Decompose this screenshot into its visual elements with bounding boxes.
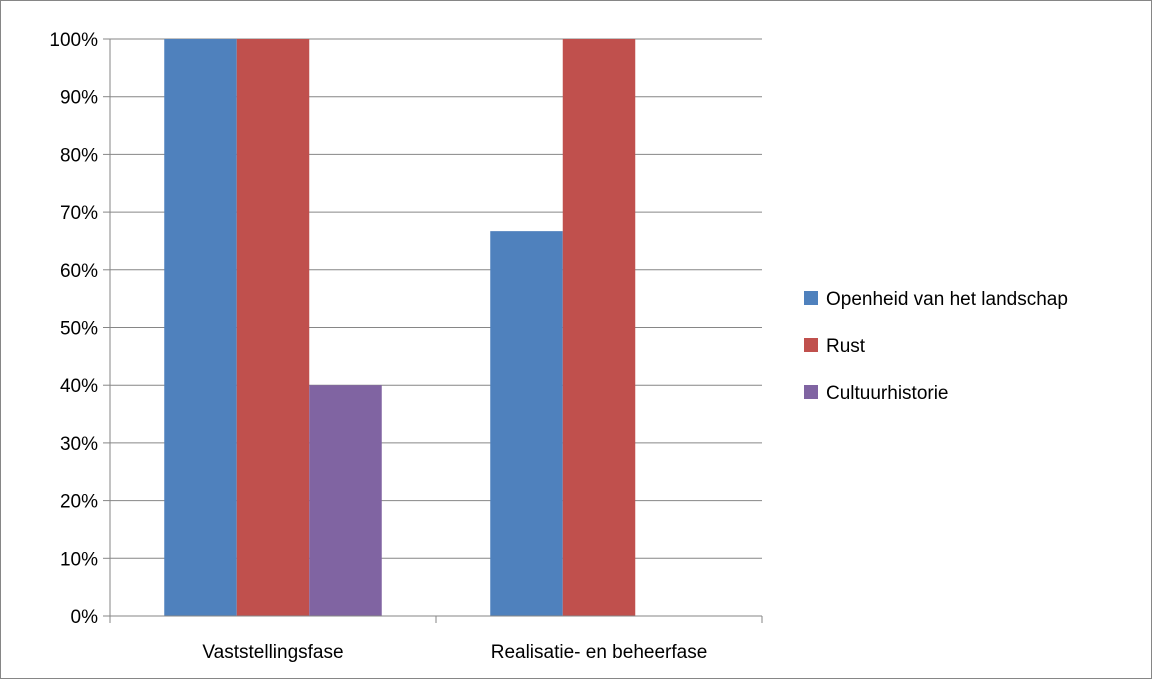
y-tick-label: 90% (60, 88, 98, 109)
bar (562, 39, 636, 616)
bar (236, 39, 310, 616)
y-tick-label: 0% (71, 607, 99, 628)
legend-label: Openheid van het landschap (826, 289, 1068, 310)
x-category-label: Vaststellingsfase (202, 642, 343, 663)
y-tick-label: 30% (60, 434, 98, 455)
axes (103, 38, 763, 623)
y-tick-label: 40% (60, 376, 98, 397)
bars (164, 39, 636, 617)
y-tick-label: 20% (60, 492, 98, 513)
y-tick-label: 50% (60, 319, 98, 340)
y-tick-label: 70% (60, 203, 98, 224)
legend-label: Rust (826, 336, 866, 357)
bar (490, 231, 563, 617)
legend-swatch (804, 291, 818, 305)
legend-swatch (804, 385, 818, 399)
x-category-label: Realisatie- en beheerfase (491, 642, 708, 663)
y-tick-label: 60% (60, 261, 98, 282)
legend-label: Cultuurhistorie (826, 383, 949, 404)
bar (309, 385, 382, 616)
y-tick-label: 10% (60, 549, 98, 570)
legend-swatch (804, 338, 818, 352)
y-tick-label: 100% (49, 30, 98, 51)
y-tick-label: 80% (60, 145, 98, 166)
axis-labels: 0% 10% 20% 30% 40% 50% 60% 70% 80% 90% 100% Vastste… (49, 30, 707, 663)
bar (164, 39, 237, 616)
legend: Openheid van het landschap Rust Cultuurhis… (804, 289, 1068, 404)
